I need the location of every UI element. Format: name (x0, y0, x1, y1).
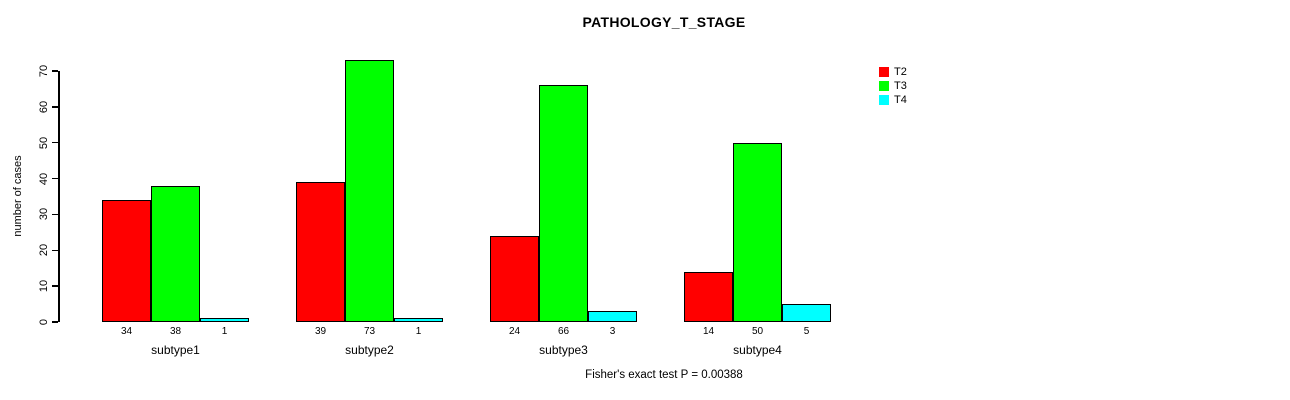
chart-title: PATHOLOGY_T_STAGE (582, 14, 746, 30)
bar-t3-subtype2 (345, 60, 394, 322)
bar-value-label: 34 (120, 326, 133, 337)
y-axis-label: number of cases (12, 155, 24, 237)
bar-value-label: 14 (702, 326, 715, 337)
y-tick-label: 20 (38, 244, 50, 257)
y-axis-tick (52, 70, 58, 72)
category-label-subtype3: subtype3 (539, 343, 588, 357)
bar-t2-subtype1 (102, 200, 151, 322)
bar-value-label: 1 (221, 326, 228, 337)
bar-value-label: 5 (803, 326, 810, 337)
y-axis-tick (52, 141, 58, 144)
legend-label: T3 (894, 80, 907, 92)
bar-value-label: 38 (169, 326, 182, 337)
category-label-subtype4: subtype4 (733, 343, 782, 357)
legend-swatch-t2 (879, 67, 889, 77)
legend-row-t2: T2 (879, 65, 907, 79)
bar-value-label: 66 (557, 326, 570, 337)
bar-t3-subtype4 (733, 142, 782, 322)
bar-value-label: 3 (609, 326, 616, 337)
legend-row-t4: T4 (879, 93, 907, 107)
y-axis-tick (52, 321, 58, 323)
legend-swatch-t3 (879, 81, 889, 91)
legend-swatch-t4 (879, 95, 889, 105)
bar-value-label: 24 (508, 326, 521, 337)
y-tick-label: 50 (38, 136, 50, 149)
bar-t2-subtype4 (684, 271, 733, 322)
y-axis-tick (52, 213, 58, 216)
bar-value-label: 39 (314, 326, 327, 337)
y-tick-label: 30 (38, 208, 50, 221)
bar-t4-subtype3 (588, 311, 637, 322)
y-tick-label: 60 (38, 100, 50, 113)
legend-row-t3: T3 (879, 79, 907, 93)
y-axis-tick (52, 249, 58, 252)
y-axis-line (58, 71, 60, 322)
bar-t4-subtype2 (394, 318, 443, 322)
y-axis-tick (52, 106, 58, 108)
bar-t3-subtype3 (539, 85, 588, 322)
bar-t4-subtype1 (200, 318, 249, 322)
annotation-text: Fisher's exact test P = 0.00388 (585, 369, 743, 381)
y-tick-label: 10 (38, 280, 50, 293)
y-axis-tick (52, 285, 58, 287)
y-tick-label: 70 (38, 64, 50, 78)
y-axis-tick (52, 177, 58, 180)
y-tick-label: 40 (38, 172, 50, 185)
legend-label: T2 (894, 66, 907, 78)
category-label-subtype2: subtype2 (345, 343, 394, 357)
bar-value-label: 73 (363, 326, 376, 337)
bar-t2-subtype2 (296, 182, 345, 322)
legend: T2 T3 T4 (879, 65, 907, 107)
bar-t2-subtype3 (490, 235, 539, 322)
category-label-subtype1: subtype1 (151, 343, 200, 357)
bar-value-label: 1 (415, 326, 422, 337)
bar-t4-subtype4 (782, 304, 831, 322)
y-tick-label: 0 (38, 318, 50, 326)
legend-label: T4 (894, 94, 907, 106)
bar-value-label: 50 (751, 326, 764, 337)
bar-t3-subtype1 (151, 185, 200, 322)
